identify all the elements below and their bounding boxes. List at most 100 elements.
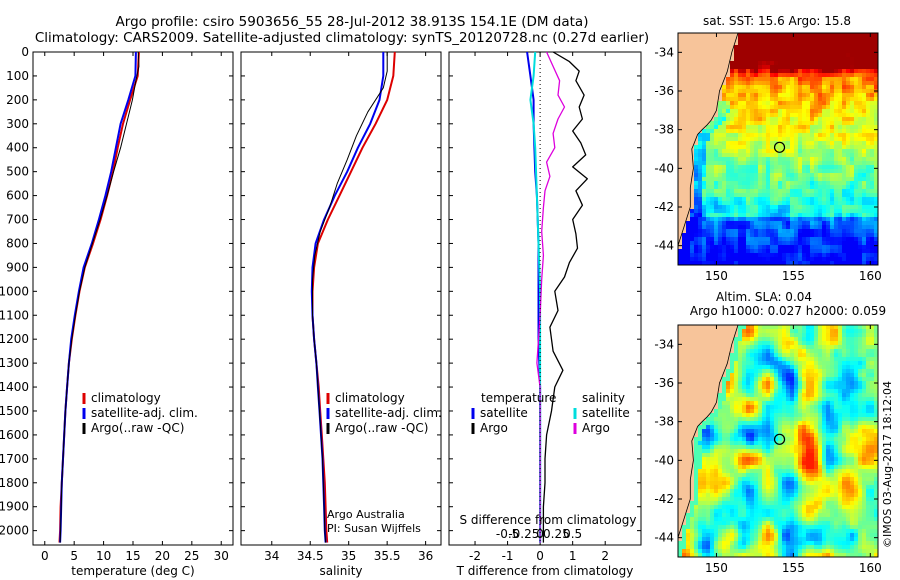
map-cell [802,173,806,177]
map-cell [842,69,846,73]
map-cell [714,469,718,473]
map-cell [862,101,866,105]
map-cell [806,453,810,457]
map-cell [802,121,806,125]
map-cell [818,385,822,389]
map-cell [698,177,702,181]
map-cell [766,185,770,189]
map-cell [842,261,846,265]
map-cell [706,205,710,209]
map-cell [814,73,818,77]
map-cell [842,121,846,125]
map-cell [798,145,802,149]
map-cell [762,417,766,421]
map-cell [778,537,782,541]
map-cell [838,201,842,205]
map-cell [706,237,710,241]
map-cell [842,113,846,117]
map-cell [838,445,842,449]
map-cell [786,553,790,557]
map-cell [802,101,806,105]
map-cell [822,149,826,153]
map-cell [822,493,826,497]
map-cell [858,213,862,217]
map-cell [798,413,802,417]
map-cell [710,433,714,437]
map-cell [758,133,762,137]
map-cell [682,549,686,553]
map-cell [722,89,726,93]
map-cell [710,517,714,521]
map-cell [718,477,722,481]
map-cell [718,461,722,465]
map-cell [774,153,778,157]
map-cell [718,125,722,129]
map-cell [730,209,734,213]
map-cell [842,389,846,393]
map-cell [870,173,874,177]
map-cell [830,465,834,469]
map-cell [874,261,878,265]
map-cell [762,201,766,205]
map-cell [770,385,774,389]
map-cell [750,233,754,237]
map-cell [842,517,846,521]
map-cell [790,461,794,465]
map-cell [818,85,822,89]
map-cell [730,361,734,365]
map-cell [690,525,694,529]
map-cell [798,77,802,81]
map-cell [746,369,750,373]
map-cell [738,329,742,333]
map-cell [850,201,854,205]
map-cell [778,377,782,381]
map-cell [870,153,874,157]
map-cell [710,245,714,249]
map-cell [842,89,846,93]
map-cell [750,541,754,545]
map-cell [770,489,774,493]
map-cell [866,221,870,225]
map-cell [850,553,854,557]
map-cell [746,69,750,73]
map-cell [758,433,762,437]
map-cell [694,525,698,529]
map-cell [706,421,710,425]
map-cell [790,177,794,181]
map-cell [814,501,818,505]
map-cell [762,57,766,61]
map-cell [722,145,726,149]
map-cell [810,209,814,213]
map-cell [802,117,806,121]
map-cell [754,145,758,149]
map-cell [754,141,758,145]
map-cell [758,169,762,173]
map-cell [774,481,778,485]
map-cell [734,481,738,485]
map-cell [790,193,794,197]
map-cell [786,37,790,41]
map-cell [842,161,846,165]
map-cell [722,245,726,249]
map-cell [802,89,806,93]
map-cell [822,41,826,45]
map-cell [794,421,798,425]
map-cell [842,153,846,157]
map-cell [866,205,870,209]
map-cell [842,81,846,85]
map-cell [726,425,730,429]
map-cell [854,185,858,189]
map-cell [746,365,750,369]
map-cell [846,229,850,233]
map-cell [750,501,754,505]
map-cell [802,509,806,513]
map-cell [698,241,702,245]
map-cell [790,81,794,85]
map-cell [838,349,842,353]
map-cell [826,53,830,57]
map-cell [782,473,786,477]
map-cell [726,497,730,501]
map-cell [762,61,766,65]
map-cell [738,65,742,69]
map-cell [810,165,814,169]
